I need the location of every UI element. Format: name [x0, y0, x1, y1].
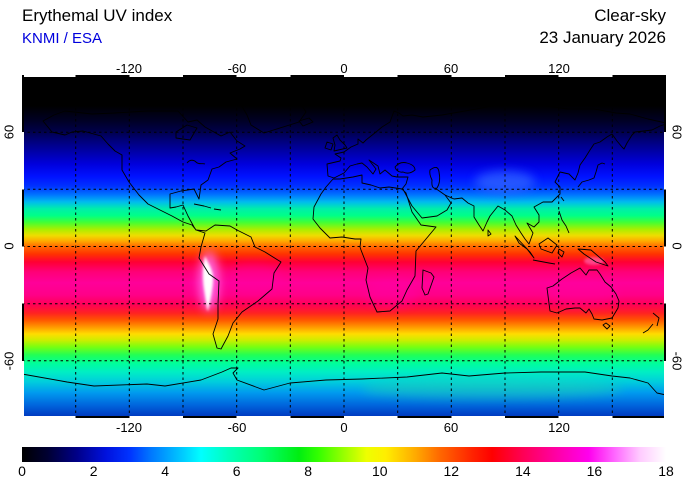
australia-high-uv-patch [546, 280, 618, 306]
lon-tick-top: -60 [227, 61, 247, 76]
arabia-coast [403, 187, 452, 219]
north-america-coast [42, 110, 246, 231]
black-sea-coast [394, 162, 416, 174]
new-guinea-coast [577, 248, 609, 267]
date-label: 23 January 2026 [539, 28, 666, 47]
lon-tick-bottom: 0 [340, 420, 348, 435]
colorbar-tick: 18 [658, 463, 674, 479]
lon-tick-top: 0 [340, 61, 348, 76]
condition-label: Clear-sky [594, 6, 666, 25]
source-credit: KNMI / ESA [22, 30, 103, 47]
new-zealand-coast [642, 312, 660, 334]
colorbar-tick: 0 [18, 463, 26, 479]
lat-tick-right: 0 [669, 242, 685, 250]
europe-atlantic-arctic-coast [326, 98, 666, 179]
map-frame-right [664, 75, 666, 418]
uv-heatmap-canvas [22, 75, 666, 418]
tasmania-coast [602, 322, 611, 330]
lat-tick-left: 0 [1, 242, 17, 250]
philippines-taiwan [558, 196, 570, 234]
map-frame-left [22, 75, 24, 418]
uv-colorbar [22, 447, 666, 462]
coastlines [22, 86, 666, 396]
sri-lanka [487, 229, 492, 237]
australia-coast [546, 267, 620, 321]
africa-coast [312, 174, 437, 313]
british-isles-coast [324, 134, 348, 152]
japan-coast [577, 162, 606, 188]
lon-tick-bottom: 60 [443, 420, 459, 435]
mediterranean-coast [333, 159, 409, 190]
java-coast [532, 259, 556, 265]
colorbar-tick: 10 [372, 463, 388, 479]
page-title: Erythemal UV index [22, 6, 173, 25]
andes-uv-maximum [202, 256, 214, 311]
lat-tick-left: 60 [1, 124, 17, 140]
antarctica-coast [22, 367, 666, 396]
colorbar-tick: 14 [515, 463, 531, 479]
borneo-coast [538, 237, 558, 254]
southern-africa-high-uv-patch [366, 281, 418, 307]
lon-tick-bottom: -60 [227, 420, 247, 435]
colorbar-tick: 12 [443, 463, 460, 479]
colorbar-tick: 6 [232, 463, 241, 479]
lat-tick-right: -60 [669, 351, 685, 371]
world-uv-map [22, 75, 666, 418]
map-frame-top [22, 75, 666, 77]
colorbar-tick: 2 [89, 463, 98, 479]
caspian-sea-coast [429, 167, 441, 189]
caribbean-islands [193, 203, 222, 211]
colorbar-tick: 8 [304, 463, 313, 479]
graticule-gridlines [22, 75, 666, 418]
lon-tick-top: 60 [443, 61, 459, 76]
lon-tick-bottom: 120 [548, 420, 570, 435]
map-frame-bottom [22, 416, 666, 418]
hudson-bay-coast [175, 124, 198, 141]
colorbar-tick: 16 [586, 463, 603, 479]
lat-tick-left: -60 [1, 351, 17, 371]
iceland-coast [298, 117, 314, 127]
great-lakes [186, 159, 206, 165]
sumatra-coast [514, 235, 535, 259]
lon-tick-bottom: -120 [115, 420, 143, 435]
lat-tick-right: 60 [669, 124, 685, 140]
sulawesi-coast [557, 248, 565, 258]
south-east-asia-coast [444, 123, 666, 245]
lon-tick-top: 120 [548, 61, 570, 76]
south-america-coast [195, 224, 282, 350]
madagascar-coast [421, 269, 435, 296]
colorbar-tick: 4 [161, 463, 169, 479]
greenland-coast [221, 86, 307, 134]
brazil-high-uv-patch [226, 264, 282, 294]
lon-tick-top: -120 [115, 61, 143, 76]
east-antarctica-patch [362, 379, 622, 399]
